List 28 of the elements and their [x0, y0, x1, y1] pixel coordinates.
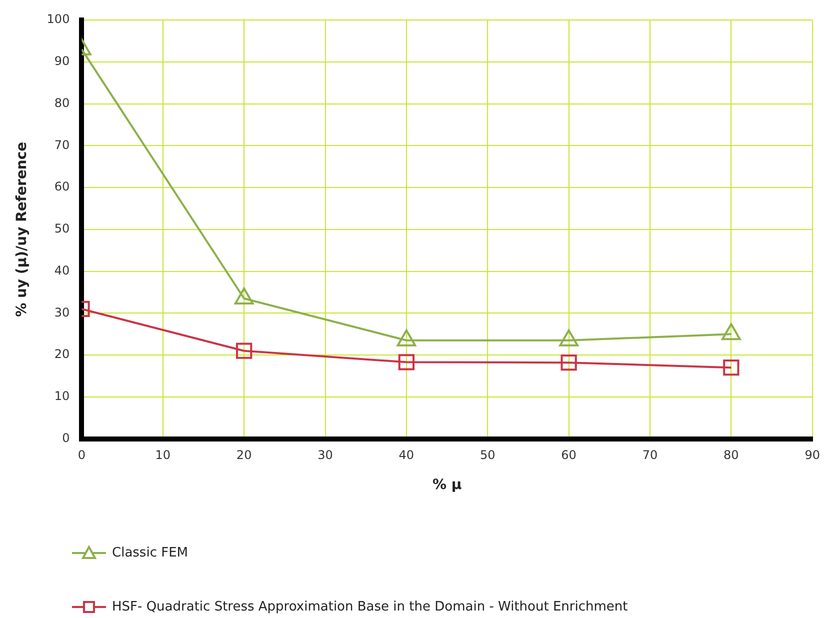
y-tick-label: 70: [54, 138, 70, 152]
x-tick-label: 60: [561, 448, 576, 462]
x-tick-label: 30: [318, 448, 333, 462]
y-tick-label: 30: [54, 305, 70, 320]
y-axis-title: % uy (μ)/uy Reference: [14, 142, 30, 317]
y-tick-label: 50: [54, 222, 70, 236]
point: [723, 360, 740, 376]
y-tick-label: 60: [54, 180, 70, 194]
x-axis-title: % μ: [432, 477, 462, 494]
x-tick-label: 90: [804, 448, 820, 462]
point: [398, 354, 415, 370]
x-tick-label: 70: [642, 448, 658, 462]
legend-label: Classic FEM: [112, 545, 188, 560]
y-tick-label: 0: [62, 430, 70, 445]
x-tick-label: 80: [724, 448, 739, 462]
x-tick-label: 0: [78, 448, 86, 462]
y-tick-label: 100: [46, 12, 70, 26]
y-tick-label: 90: [54, 54, 70, 68]
y-tick-label: 20: [54, 347, 70, 362]
y-tick-label: 10: [54, 389, 70, 404]
y-tick-label: 40: [54, 263, 70, 278]
x-tick-label: 40: [398, 448, 414, 462]
x-tick-label: 50: [480, 448, 496, 462]
x-tick-label: 20: [236, 448, 252, 462]
legend-label: HSF- Quadratic Stress Approximation Base in the Domain - Without Enrichment: [112, 599, 628, 614]
point: [560, 354, 577, 371]
y-tick-label: 80: [54, 96, 70, 110]
x-tick-label: 10: [155, 448, 171, 462]
